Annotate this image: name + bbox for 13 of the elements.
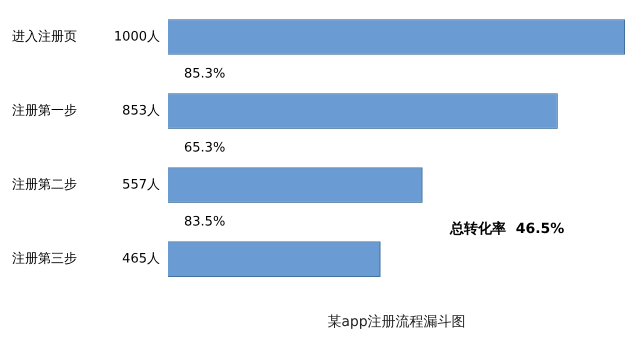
text: 某app注册流程漏斗图 <box>327 314 466 330</box>
y-tick-label: 注册第三步 <box>12 252 77 267</box>
y-tick-label: 进入注册页 <box>12 29 77 44</box>
y-tick-label: 注册第一步 <box>12 103 77 118</box>
annotation: 总转化率 46.5% <box>449 220 564 237</box>
data-label: 465人 <box>122 252 160 267</box>
annotation: 83.5% <box>184 214 226 230</box>
annotation: 85.3% <box>184 66 226 82</box>
y-tick-label: 注册第二步 <box>12 178 77 192</box>
data-label: 557人 <box>122 178 160 192</box>
annotation: 65.3% <box>184 140 226 156</box>
data-label: 1000人 <box>114 29 160 44</box>
data-label: 853人 <box>122 103 160 118</box>
